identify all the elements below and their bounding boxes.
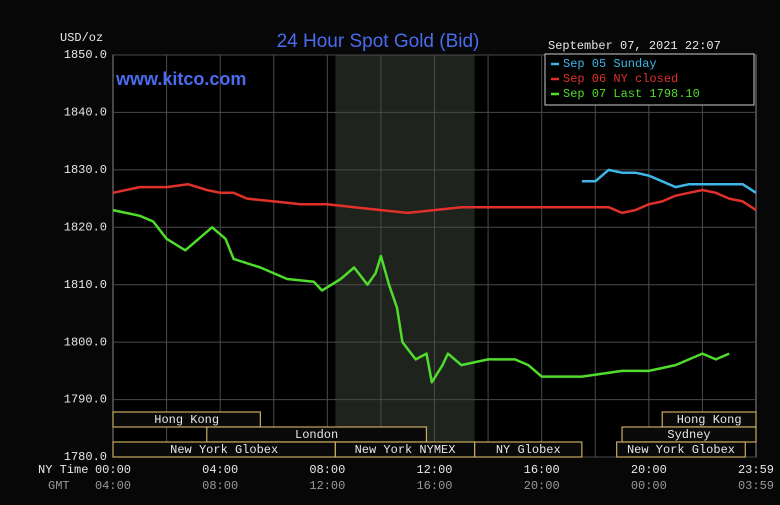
x-tick-label: 12:00: [416, 463, 452, 477]
x2-tick-label: 12:00: [309, 479, 345, 493]
x-tick-label: 20:00: [631, 463, 667, 477]
x2-tick-label: 03:59: [738, 479, 774, 493]
chart-title: 24 Hour Spot Gold (Bid): [277, 31, 480, 52]
y-tick-label: 1840.0: [64, 106, 107, 120]
y-tick-label: 1780.0: [64, 450, 107, 464]
x-tick-label: 16:00: [524, 463, 560, 477]
session-label: Sydney: [667, 428, 710, 442]
y-tick-label: 1810.0: [64, 278, 107, 292]
legend-label: Sep 06 NY closed: [563, 72, 678, 86]
session-label: London: [295, 428, 338, 442]
session-label: Hong Kong: [154, 413, 219, 427]
x-tick-label: 00:00: [95, 463, 131, 477]
legend-label: Sep 07 Last 1798.10: [563, 87, 700, 101]
x2-tick-label: 20:00: [524, 479, 560, 493]
watermark: www.kitco.com: [115, 69, 246, 89]
x2-tick-label: 08:00: [202, 479, 238, 493]
session-label: New York NYMEX: [355, 443, 456, 457]
session-label: New York Globex: [170, 443, 278, 457]
session-label: New York Globex: [627, 443, 735, 457]
legend-label: Sep 05 Sunday: [563, 57, 657, 71]
x2-tick-label: 16:00: [416, 479, 452, 493]
legend-box: [544, 53, 755, 106]
y-tick-label: 1790.0: [64, 393, 107, 407]
session-bar: [616, 441, 746, 458]
series-line: [581, 168, 757, 194]
y-axis-label: USD/oz: [60, 31, 103, 45]
x-tick-label: 04:00: [202, 463, 238, 477]
session-bar: [474, 441, 583, 458]
x-tick-label: 23:59: [738, 463, 774, 477]
y-tick-label: 1800.0: [64, 335, 107, 349]
session-bar: [112, 411, 261, 428]
highlight-band: [335, 55, 475, 457]
x2-axis-label: GMT: [48, 479, 70, 493]
timestamp: September 07, 2021 22:07: [548, 39, 721, 53]
y-tick-label: 1820.0: [64, 220, 107, 234]
series-line: [112, 182, 757, 215]
y-tick-label: 1830.0: [64, 163, 107, 177]
session-label: NY Globex: [496, 443, 561, 457]
x2-tick-label: 04:00: [95, 479, 131, 493]
session-label: Hong Kong: [677, 413, 742, 427]
y-tick-label: 1850.0: [64, 48, 107, 62]
x-tick-label: 08:00: [309, 463, 345, 477]
series-line: [112, 208, 730, 384]
x-axis-label: NY Time: [38, 463, 88, 477]
x2-tick-label: 00:00: [631, 479, 667, 493]
